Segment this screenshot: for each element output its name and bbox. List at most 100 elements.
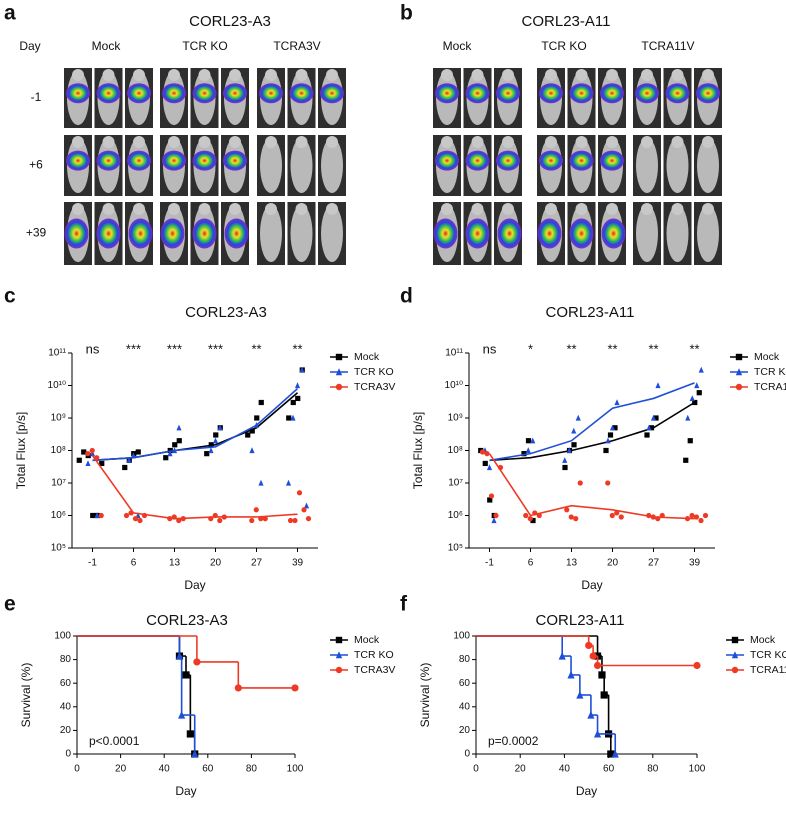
x-tick-label: 39 [689, 558, 701, 569]
point [182, 671, 190, 679]
signal-blob [465, 83, 490, 104]
signal-blob [162, 83, 186, 104]
point [698, 517, 704, 524]
point [573, 516, 579, 522]
point [285, 479, 292, 486]
point [585, 641, 593, 650]
y-tick-label: 60 [60, 678, 72, 689]
y-tick-label: 10¹¹ [445, 348, 463, 359]
point [99, 460, 105, 467]
point [611, 749, 619, 758]
point [172, 442, 178, 448]
point [132, 516, 139, 522]
point [687, 438, 693, 444]
point [702, 512, 709, 519]
day-label: -1 [31, 90, 42, 104]
signal-blob [224, 218, 249, 249]
mouse-head [545, 203, 557, 215]
point [605, 480, 611, 486]
signal-blob [96, 150, 121, 171]
mouse-body [697, 205, 719, 262]
point [693, 661, 701, 670]
point [525, 438, 532, 444]
significance: ns [483, 341, 497, 356]
chart-title: CORL23-A3 [185, 304, 267, 321]
x-tick-label: 20 [607, 558, 619, 569]
signal-blob [496, 83, 520, 104]
legend-label: Mock [354, 351, 380, 363]
y-tick-label: 10¹⁰ [445, 380, 463, 391]
signal-blob [66, 83, 90, 104]
significance: ** [251, 341, 261, 356]
signal-blob [192, 218, 217, 249]
signal-blob [600, 150, 624, 171]
point [614, 399, 620, 406]
y-tick-label: 20 [459, 725, 471, 736]
mouse-head [295, 69, 308, 81]
x-tick-label: 13 [169, 558, 181, 569]
legend-label: TCR KO [354, 649, 394, 661]
x-axis-label: Day [175, 784, 196, 798]
mouse-head [326, 136, 338, 148]
point [692, 399, 698, 406]
mouse-head [198, 69, 211, 81]
x-tick-label: -1 [485, 558, 494, 569]
point [126, 457, 132, 463]
point [593, 661, 602, 670]
point [609, 424, 616, 431]
y-tick-label: 10⁹ [51, 413, 66, 424]
y-tick-label: 10⁷ [51, 478, 66, 489]
point [178, 710, 186, 719]
signal-blob [635, 83, 659, 104]
mouse-body [666, 138, 689, 193]
point [525, 447, 531, 454]
mouse-head [702, 69, 714, 81]
mouse-head [198, 136, 211, 148]
series-line [92, 392, 299, 462]
point [249, 428, 255, 434]
point [566, 447, 572, 454]
point [523, 512, 529, 519]
chart-title: CORL23-A11 [546, 304, 635, 321]
mouse-head [326, 69, 338, 81]
point [571, 427, 577, 434]
point [600, 691, 608, 699]
mouse-head [671, 136, 684, 148]
signal-blob [289, 83, 314, 104]
significance: ** [648, 341, 658, 356]
signal-blob [497, 218, 522, 249]
point [186, 730, 194, 738]
signal-blob [600, 83, 624, 104]
mouse-head [702, 203, 714, 215]
point [482, 460, 488, 467]
legend-label: TCR KO [354, 366, 394, 378]
signal-blob [465, 150, 490, 171]
point [612, 425, 618, 431]
mouse-body [321, 205, 343, 262]
significance: ns [86, 341, 100, 356]
y-axis-label: Total Flux [p/s] [411, 412, 425, 489]
signal-blob [127, 83, 151, 104]
signal-blob [192, 150, 217, 171]
group-label: Mock [92, 39, 122, 53]
x-tick-label: 6 [131, 558, 137, 569]
point [85, 460, 91, 467]
point [287, 517, 294, 524]
point [575, 414, 581, 421]
x-tick-label: 40 [159, 764, 171, 775]
y-tick-label: 60 [459, 678, 471, 689]
mouse-body [260, 138, 282, 193]
y-tick-label: 10⁶ [51, 510, 66, 521]
point [564, 507, 570, 513]
signal-blob [64, 218, 89, 249]
point [479, 449, 486, 455]
point [291, 684, 299, 692]
y-tick-label: 80 [459, 654, 471, 665]
point [176, 438, 182, 444]
mouse-head [606, 69, 618, 81]
x-tick-label: 0 [473, 764, 479, 775]
point [603, 447, 609, 454]
point [76, 457, 82, 463]
point [122, 464, 128, 471]
legend-marker [335, 636, 343, 644]
